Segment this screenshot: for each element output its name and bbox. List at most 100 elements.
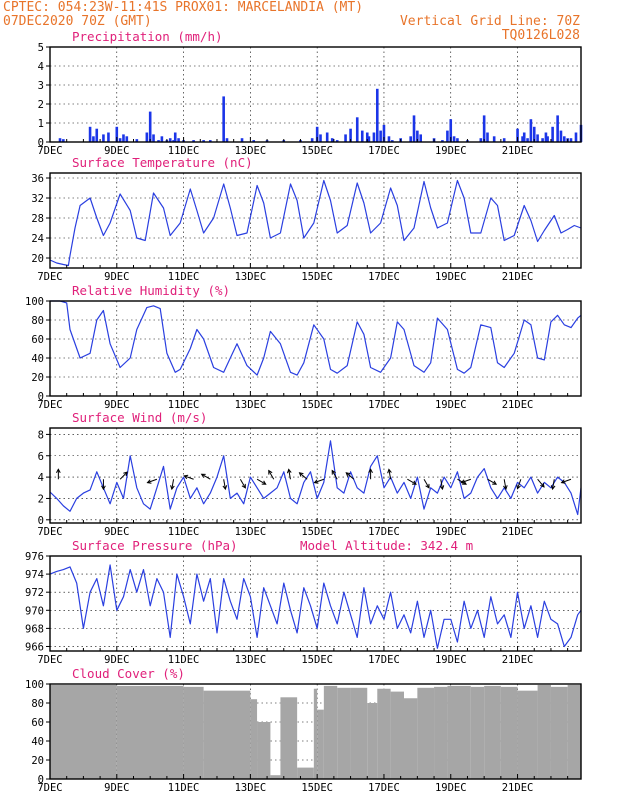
pressure-x-tick-label: 13DEC [235,654,267,666]
cloud-cover-x-tick-label: 9DEC [104,782,129,794]
precip-bar [62,139,65,142]
precip-bar [536,134,539,142]
precip-bar [574,132,578,142]
precip-bar [319,134,322,142]
precip-bar [479,138,483,142]
precip-bar [157,140,160,142]
cloud-bar [183,686,204,779]
precip-bar [382,124,386,142]
humidity-y-tick-label: 60 [31,334,44,346]
precip-bar [209,140,212,142]
cloud-cover-x-tick-label: 7DEC [37,782,62,794]
humidity-y-tick-label: 100 [25,296,44,308]
wind-y-tick-label: 6 [38,451,44,463]
temperature-y-tick-label: 32 [31,193,44,205]
precip-bar [526,138,529,142]
wind-vector-arrow [331,469,338,480]
precip-bar [168,138,172,142]
cloud-bar [447,685,471,779]
pressure-x-tick-label: 15DEC [301,654,333,666]
precip-bar [516,128,519,142]
wind-y-tick-label: 2 [38,493,44,505]
temperature-x-tick-label: 13DEC [235,271,267,283]
cloud-bar [270,775,281,779]
temperature-x-tick-label: 11DEC [168,271,200,283]
precip-bar [416,130,419,142]
precip-bar [122,134,125,142]
precip-bar [559,130,563,142]
wind-vector-arrow [516,479,522,490]
wind-vector-arrow [146,478,158,484]
precip-bar [102,134,105,142]
precipitation-x-tick-label: 9DEC [104,145,129,157]
pressure-y-tick-label: 972 [25,587,44,599]
wind-y-tick-label: 8 [38,429,44,441]
cloud-cover-y-tick-label: 20 [31,755,44,767]
precip-bar [315,126,319,142]
precip-bar [335,140,339,142]
temperature-x-tick-label: 7DEC [37,271,62,283]
precipitation-x-tick-label: 7DEC [37,145,62,157]
precipitation-x-tick-label: 17DEC [368,145,400,157]
cloud-bar [313,688,318,779]
wind-vector-arrow [183,474,194,480]
wind-vector-arrow [503,479,508,491]
precip-bar [330,138,334,142]
wind-vector-arrow [313,478,325,484]
pressure-title: Surface Pressure (hPa) [72,538,238,553]
precip-bar [502,138,506,142]
wind-title: Surface Wind (m/s) [72,410,207,425]
wind-vector-arrow [345,472,355,480]
pressure-x-tick-label: 19DEC [435,654,467,666]
precip-bar [360,130,364,142]
precip-bar [391,140,394,142]
precip-bar [173,132,177,142]
cloud-cover-y-tick-label: 0 [38,774,44,786]
cloud-bar [257,722,271,779]
pressure-panel [46,555,582,652]
cloud-bar [484,685,501,779]
precip-bar [95,128,99,142]
precip-bar [546,136,549,142]
cloud-bar [390,691,404,779]
precip-bar [325,132,329,142]
precipitation-x-tick-label: 11DEC [168,145,200,157]
humidity-x-tick-label: 13DEC [235,399,267,411]
cloud-cover-x-tick-label: 13DEC [235,782,267,794]
temperature-y-tick-label: 20 [31,253,44,265]
wind-vector-arrow [387,468,392,480]
precipitation-x-tick-label: 15DEC [301,145,333,157]
cloud-cover-y-tick-label: 60 [31,717,44,729]
precip-bar [192,140,195,142]
cloud-bar [297,767,314,779]
humidity-x-tick-label: 21DEC [502,399,534,411]
cloud-cover-y-tick-label: 40 [31,736,44,748]
temperature-y-tick-label: 28 [31,213,44,225]
precip-bar [556,115,559,142]
wind-x-tick-label: 13DEC [235,526,267,538]
header-model-id: TQ0126L028 [501,28,580,43]
pressure-frame [49,555,582,652]
humidity-series-line [50,300,582,376]
wind-x-tick-label: 21DEC [502,526,534,538]
precipitation-y-tick-label: 4 [38,61,44,73]
cloud-cover-x-tick-label: 15DEC [301,782,333,794]
precip-bar [482,115,486,142]
precip-bar [58,138,62,142]
humidity-x-tick-label: 19DEC [435,399,467,411]
precip-bar [367,136,371,142]
cloud-bar [280,697,298,779]
precip-bar [160,136,164,142]
pressure-annotation: Model Altitude: 342.4 m [300,538,473,553]
precip-bar [529,119,533,142]
precip-bar [222,96,225,142]
precip-bar [92,136,95,142]
humidity-x-tick-label: 15DEC [301,399,333,411]
pressure-y-tick-label: 968 [25,623,44,635]
temperature-panel [46,172,582,269]
humidity-x-tick-label: 7DEC [37,399,62,411]
precip-bar [379,130,382,142]
wind-vector-arrow [101,479,106,491]
cloud-bar [203,690,251,779]
precip-bar [449,119,453,142]
